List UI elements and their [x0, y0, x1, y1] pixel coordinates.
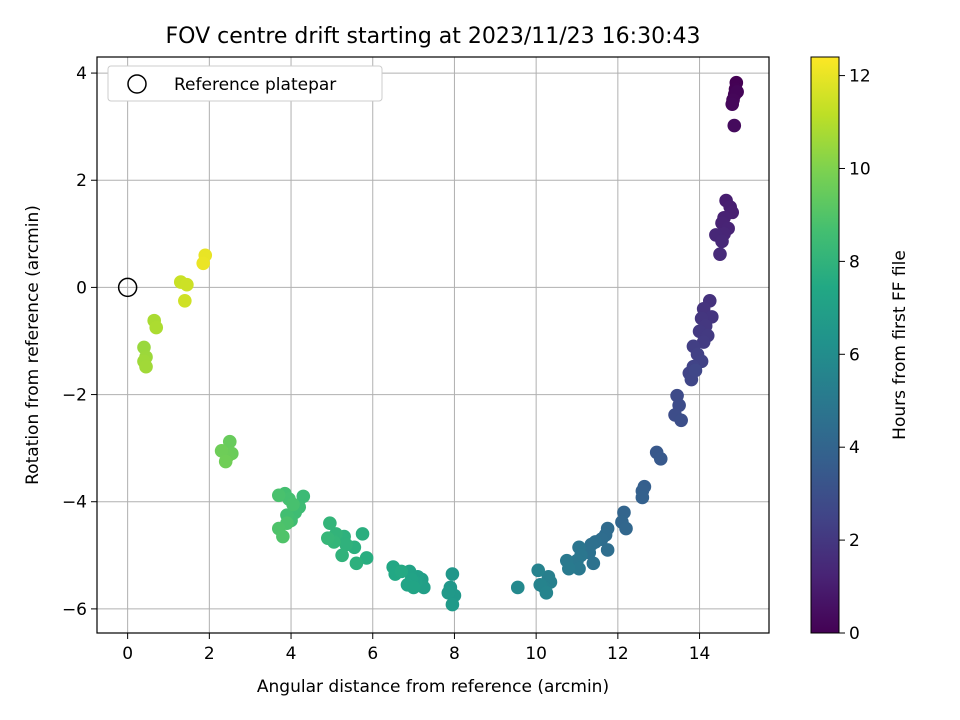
scatter-point [349, 556, 364, 571]
x-tick-label: 8 [449, 644, 460, 664]
scatter-point [355, 527, 370, 541]
scatter-point [539, 586, 554, 600]
scatter-point [688, 363, 703, 378]
scatter-point [696, 335, 711, 349]
x-tick-label: 0 [122, 644, 133, 664]
scatter-point [359, 551, 374, 565]
scatter-point [139, 359, 153, 374]
y-tick-label: −4 [62, 493, 87, 513]
scatter-point [531, 563, 545, 578]
x-tick-label: 14 [689, 644, 711, 664]
scatter-point [406, 580, 421, 595]
scatter-point [323, 516, 337, 530]
colorbar-label: Hours from first FF file [890, 250, 910, 440]
scatter-point [727, 118, 742, 133]
colorbar-tick-label: 12 [849, 67, 871, 87]
scatter-point [214, 444, 229, 458]
x-axis-ticks: 0 2 4 6 8 10 12 14 [122, 633, 710, 664]
scatter-point [339, 537, 353, 552]
scatter-point [619, 521, 633, 536]
scatter-point [635, 490, 650, 505]
chart-title: FOV centre drift starting at 2023/11/23 … [166, 24, 701, 49]
colorbar-ticks: 0 2 4 6 8 10 12 [839, 67, 871, 644]
colorbar [810, 56, 840, 634]
colorbar-tick-label: 8 [849, 252, 860, 272]
grid-lines [97, 57, 769, 633]
reference-platepar-marker [117, 277, 138, 298]
scatter-point [445, 597, 460, 612]
legend: Reference platepar [107, 65, 383, 102]
scatter-point [441, 586, 456, 600]
scatter-point [149, 320, 164, 335]
scatter-point [286, 497, 300, 512]
x-tick-label: 2 [204, 644, 215, 664]
y-tick-label: −6 [62, 600, 87, 620]
scatter-point [180, 277, 194, 292]
scatter-point [321, 531, 335, 545]
legend-box [107, 65, 383, 102]
scatter-points [137, 75, 744, 612]
x-tick-label: 4 [286, 644, 297, 664]
scatter-point [572, 561, 586, 576]
scatter-point [445, 567, 460, 581]
legend-entry-reference: Reference platepar [174, 75, 336, 95]
y-tick-label: −2 [62, 386, 87, 406]
colorbar-tick-label: 6 [849, 345, 860, 365]
scatter-point [296, 489, 311, 504]
scatter-point [510, 580, 525, 595]
scatter-point [725, 97, 740, 111]
y-axis-ticks: −6 −4 −2 0 2 4 [62, 64, 97, 620]
reference-marker [117, 277, 138, 298]
y-tick-label: 4 [76, 64, 87, 84]
scatter-point [222, 434, 237, 449]
y-tick-label: 0 [76, 278, 87, 298]
x-tick-label: 12 [607, 644, 629, 664]
scatter-point [271, 488, 286, 503]
scatter-point [178, 293, 192, 308]
scatter-point [674, 413, 688, 428]
scatter-point [276, 529, 290, 544]
y-tick-label: 2 [76, 171, 87, 191]
x-tick-label: 10 [525, 644, 547, 664]
colorbar-tick-label: 2 [849, 531, 860, 551]
scatter-point [653, 452, 668, 466]
scatter-point [335, 548, 349, 563]
x-tick-label: 6 [367, 644, 378, 664]
scatter-point [196, 256, 211, 271]
scatter-point [713, 247, 727, 261]
scatter-point [600, 543, 615, 557]
scatter-point [562, 561, 576, 576]
scatter-point [394, 564, 409, 579]
colorbar-tick-label: 10 [849, 159, 871, 179]
scatter-point [586, 556, 601, 571]
legend-reference-marker [127, 74, 147, 94]
colorbar-tick-label: 0 [849, 624, 860, 644]
x-axis-label: Angular distance from reference (arcmin) [257, 677, 609, 697]
y-axis-label: Rotation from reference (arcmin) [23, 205, 43, 485]
scatter-point [218, 454, 233, 469]
colorbar-tick-label: 4 [849, 438, 860, 458]
scatter-point [715, 234, 729, 249]
plot-frame [96, 56, 770, 634]
